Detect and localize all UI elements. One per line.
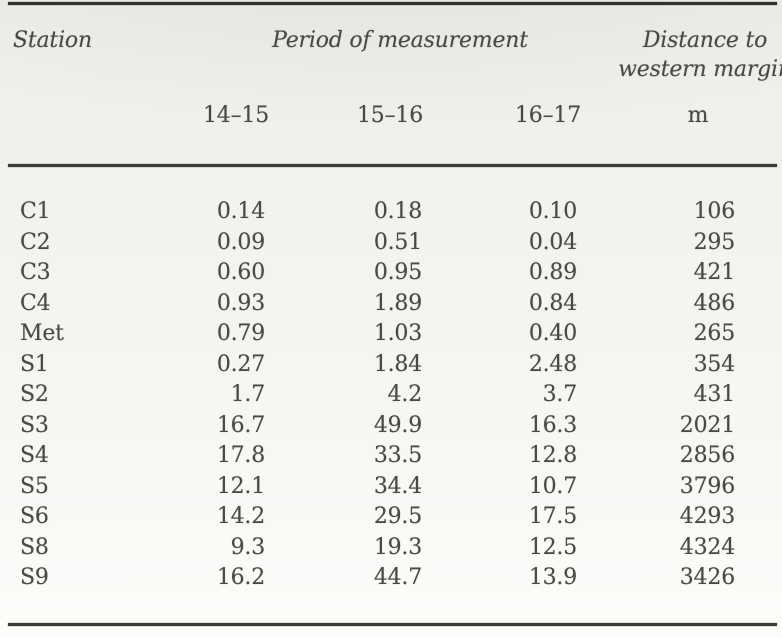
station-label: C3 xyxy=(20,260,51,285)
station-label: C4 xyxy=(20,290,51,316)
value-15-16: 33.5 xyxy=(373,443,422,468)
column-header-distance-to-western-margin: Distance to western margin xyxy=(618,26,782,84)
value-14-15: 14.2 xyxy=(216,504,265,529)
value-distance: 354 xyxy=(693,351,736,377)
value-14-15: 16.7 xyxy=(216,412,265,438)
value-14-15: 9.3 xyxy=(230,534,266,560)
value-15-16: 1.89 xyxy=(373,290,422,316)
distance-header-line1: Distance to xyxy=(642,28,768,53)
table-row: S8 9.3 19.3 12.5 4324 xyxy=(0,533,735,564)
distance-header-line2: western margin xyxy=(618,57,782,82)
table-row: S6 14.2 29.5 17.5 4293 xyxy=(0,502,735,533)
table-row: C1 0.14 0.18 0.10 106 xyxy=(0,197,735,228)
value-14-15: 16.2 xyxy=(216,565,265,590)
table-bottom-rule xyxy=(8,623,777,626)
value-16-17: 16.3 xyxy=(528,412,577,438)
station-label: S2 xyxy=(20,382,49,407)
value-distance: 431 xyxy=(693,382,736,407)
station-label: S3 xyxy=(20,412,49,438)
value-16-17: 0.04 xyxy=(528,229,577,255)
value-16-17: 0.10 xyxy=(528,199,577,224)
value-16-17: 17.5 xyxy=(528,504,577,529)
value-16-17: 10.7 xyxy=(528,473,577,499)
value-15-16: 44.7 xyxy=(373,565,422,590)
column-header-station: Station xyxy=(13,28,92,53)
station-label: S4 xyxy=(20,443,49,468)
value-15-16: 0.18 xyxy=(373,199,422,224)
value-distance: 486 xyxy=(693,290,736,316)
value-distance: 3796 xyxy=(679,473,735,499)
table-body: C1 0.14 0.18 0.10 106 C2 0.09 0.51 0.04 … xyxy=(0,197,735,594)
value-14-15: 0.09 xyxy=(216,229,265,255)
value-16-17: 12.5 xyxy=(528,534,577,560)
value-16-17: 2.48 xyxy=(528,351,577,377)
station-label: S9 xyxy=(20,565,49,590)
table-row: S9 16.2 44.7 13.9 3426 xyxy=(0,563,735,594)
table-row: S4 17.8 33.5 12.8 2856 xyxy=(0,441,735,472)
value-15-16: 0.51 xyxy=(373,229,422,255)
value-15-16: 34.4 xyxy=(373,473,422,499)
value-distance: 265 xyxy=(693,321,736,346)
value-14-15: 0.27 xyxy=(216,351,265,377)
value-distance: 4293 xyxy=(679,504,735,529)
value-14-15: 1.7 xyxy=(230,382,266,407)
value-15-16: 0.95 xyxy=(373,260,422,285)
value-16-17: 0.89 xyxy=(528,260,577,285)
table-header-rule xyxy=(8,164,777,167)
value-15-16: 4.2 xyxy=(387,382,423,407)
value-distance: 3426 xyxy=(679,565,735,590)
table-row: S2 1.7 4.2 3.7 431 xyxy=(0,380,735,411)
value-distance: 295 xyxy=(693,229,736,255)
station-label: S8 xyxy=(20,534,49,560)
value-15-16: 49.9 xyxy=(373,412,422,438)
value-14-15: 0.14 xyxy=(216,199,265,224)
subheader-period-14-15: 14–15 xyxy=(203,103,269,128)
station-label: Met xyxy=(20,321,64,346)
value-14-15: 17.8 xyxy=(216,443,265,468)
station-label: S5 xyxy=(20,473,49,499)
value-15-16: 29.5 xyxy=(373,504,422,529)
value-16-17: 3.7 xyxy=(542,382,578,407)
table-row: C2 0.09 0.51 0.04 295 xyxy=(0,228,735,259)
value-14-15: 0.93 xyxy=(216,290,265,316)
subheader-distance-unit: m xyxy=(687,103,709,128)
value-16-17: 0.40 xyxy=(528,321,577,346)
value-distance: 2021 xyxy=(679,412,735,438)
table-top-rule xyxy=(8,2,777,5)
station-label: S6 xyxy=(20,504,49,529)
value-14-15: 12.1 xyxy=(216,473,265,499)
value-15-16: 1.84 xyxy=(373,351,422,377)
value-distance: 106 xyxy=(693,199,736,224)
value-distance: 2856 xyxy=(679,443,735,468)
station-label: C1 xyxy=(20,199,51,224)
station-label: C2 xyxy=(20,229,51,255)
value-distance: 4324 xyxy=(679,534,735,560)
value-16-17: 13.9 xyxy=(528,565,577,590)
table-row: S1 0.27 1.84 2.48 354 xyxy=(0,350,735,381)
value-16-17: 12.8 xyxy=(528,443,577,468)
value-14-15: 0.60 xyxy=(216,260,265,285)
column-group-header-period-of-measurement: Period of measurement xyxy=(272,28,528,53)
table-row: S5 12.1 34.4 10.7 3796 xyxy=(0,472,735,503)
subheader-period-16-17: 16–17 xyxy=(515,103,581,128)
subheader-period-15-16: 15–16 xyxy=(357,103,423,128)
value-distance: 421 xyxy=(693,260,736,285)
value-15-16: 1.03 xyxy=(373,321,422,346)
table-row: Met 0.79 1.03 0.40 265 xyxy=(0,319,735,350)
value-15-16: 19.3 xyxy=(373,534,422,560)
value-14-15: 0.79 xyxy=(216,321,265,346)
station-label: S1 xyxy=(20,351,49,377)
table-row: C4 0.93 1.89 0.84 486 xyxy=(0,289,735,320)
table-row: C3 0.60 0.95 0.89 421 xyxy=(0,258,735,289)
table-row: S3 16.7 49.9 16.3 2021 xyxy=(0,411,735,442)
value-16-17: 0.84 xyxy=(528,290,577,316)
